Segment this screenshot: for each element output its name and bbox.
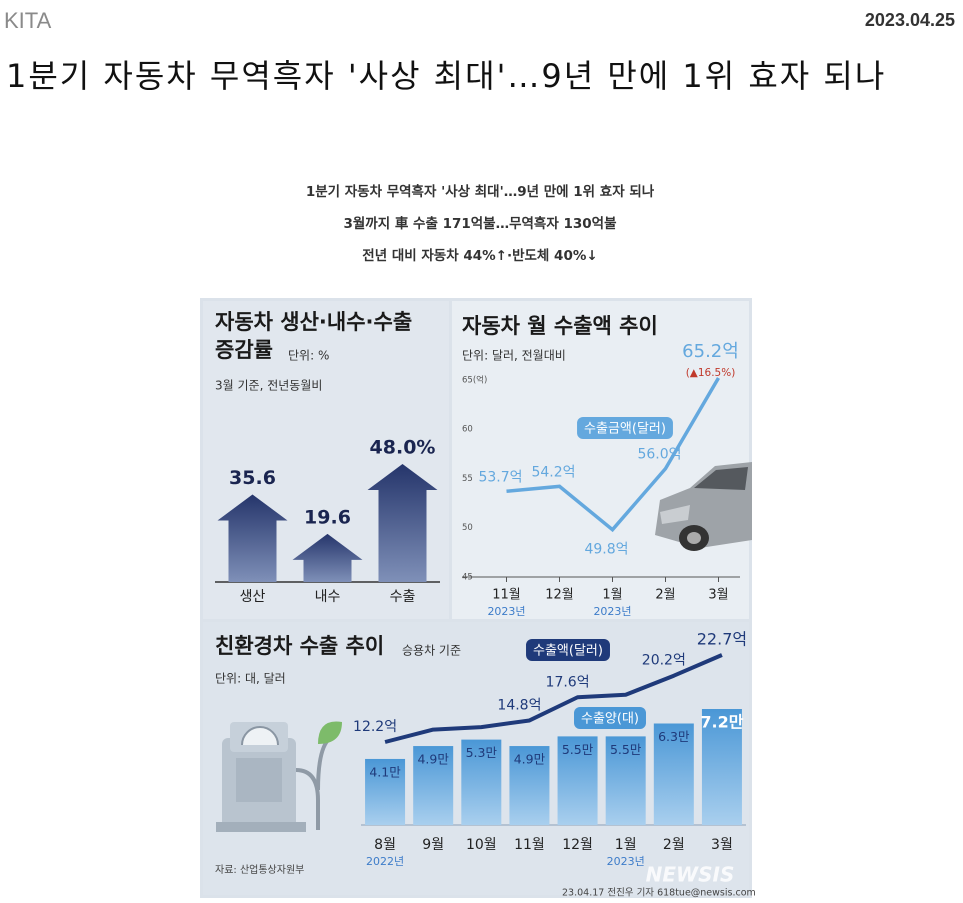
bar xyxy=(557,736,598,825)
value-label: 5.5만 xyxy=(562,742,594,757)
bar xyxy=(701,709,742,825)
chart-title: 친환경차 수출 추이 xyxy=(215,634,385,658)
arrow-bar xyxy=(367,464,438,582)
line-series xyxy=(506,377,721,533)
source-logo: KITA xyxy=(4,8,52,33)
value-label: 7.2만 xyxy=(700,713,743,732)
annotation: (▲16.5%) xyxy=(686,367,736,379)
x-tick-label: 내수 xyxy=(315,589,341,605)
value-label: 6.3만 xyxy=(658,729,690,744)
x-tick-label: 2월 xyxy=(663,837,685,853)
x-tick-label: 3월 xyxy=(708,588,728,603)
arrow-bar xyxy=(217,494,288,582)
legend-box xyxy=(574,707,646,729)
line-series xyxy=(384,653,723,744)
y-tick-label: 60 xyxy=(462,425,473,435)
sub-headline: 1분기 자동차 무역흑자 '사상 최대'…9년 만에 1위 효자 되나 xyxy=(306,183,655,200)
x-tick-label: 8월 xyxy=(374,837,396,853)
chart-title: 자동차 생산·내수·수출 증감률 xyxy=(215,310,413,362)
sub-headline: 3월까지 車 수출 171억불…무역흑자 130억불 xyxy=(343,215,616,232)
value-label: 53.7억 xyxy=(478,469,522,485)
legend-label: 수출양(대) xyxy=(581,712,639,727)
note: 3월 기준, 전년동월비 xyxy=(215,379,322,393)
sub-headline: 전년 대비 자동차 44%↑·반도체 40%↓ xyxy=(362,247,597,264)
y-tick-label: 55 xyxy=(462,474,473,484)
value-label: 48.0% xyxy=(370,437,436,459)
value-label: 4.9만 xyxy=(417,752,449,767)
x-tick-label: 11월 xyxy=(514,837,545,853)
x-sublabel: 2023년 xyxy=(487,605,525,618)
y-tick-label: 50 xyxy=(462,523,473,533)
watermark: NEWSIS xyxy=(646,863,735,887)
legend-label: 수출금액(달러) xyxy=(584,422,666,437)
x-tick-label: 수출 xyxy=(390,589,416,605)
x-sublabel: 2023년 xyxy=(607,855,645,868)
value-label: 4.1만 xyxy=(369,764,401,779)
value-label: 19.6 xyxy=(304,506,351,528)
x-tick-label: 12월 xyxy=(562,837,593,853)
x-tick-label: 1월 xyxy=(615,837,637,853)
value-label: 20.2억 xyxy=(642,653,686,669)
value-label: 56.0억 xyxy=(637,447,681,463)
legend-item: 수출금액(달러) xyxy=(577,417,673,439)
chart-title: 자동차 월 수출액 추이 xyxy=(462,314,658,338)
value-label: 5.5만 xyxy=(610,742,642,757)
bar xyxy=(365,758,406,825)
source-note: 자료: 산업통상자원부 xyxy=(215,863,304,876)
x-tick-label: 10월 xyxy=(466,837,497,853)
x-tick-label: 생산 xyxy=(240,589,266,605)
bar xyxy=(605,736,646,825)
value-label: 5.3만 xyxy=(466,745,498,760)
credit: 23.04.17 전진우 기자 618tue@newsis.com xyxy=(562,888,756,899)
value-label: 49.8억 xyxy=(584,542,628,558)
x-sublabel: 2022년 xyxy=(366,855,404,868)
value-label: 65.2억 xyxy=(682,341,739,362)
legend-item: 수출양(대) xyxy=(574,707,646,729)
legend-box xyxy=(577,417,673,439)
value-label: 17.6억 xyxy=(546,674,590,690)
unit: 단위: 달러, 전월대비 xyxy=(462,349,566,363)
x-tick-label: 9월 xyxy=(422,837,444,853)
legend-box xyxy=(526,639,610,661)
panel-right xyxy=(452,301,749,619)
x-tick-label: 1월 xyxy=(602,588,622,603)
x-tick-label: 3월 xyxy=(711,837,733,853)
legend-item: 수출액(달러) xyxy=(526,639,610,661)
bar xyxy=(461,739,502,825)
headline: 1분기 자동차 무역흑자 '사상 최대'…9년 만에 1위 효자 되나 xyxy=(6,57,887,95)
bar xyxy=(653,723,694,825)
value-label: 14.8억 xyxy=(497,697,541,713)
value-label: 12.2억 xyxy=(353,719,397,735)
value-label: 22.7억 xyxy=(697,630,747,649)
x-tick-label: 12월 xyxy=(545,588,574,603)
y-tick-label: 65(억) xyxy=(462,374,487,385)
unit: 단위: 대, 달러 xyxy=(215,672,286,686)
value-label: 35.6 xyxy=(229,467,276,489)
unit: 단위: % xyxy=(288,349,329,363)
bar xyxy=(509,746,550,825)
car-illustration xyxy=(655,462,752,551)
arrow-bar xyxy=(292,533,363,582)
bar xyxy=(413,746,454,825)
date: 2023.04.25 xyxy=(864,10,955,30)
charger-illustration xyxy=(216,721,342,832)
legend-label: 수출액(달러) xyxy=(533,644,603,659)
value-label: 4.9만 xyxy=(514,752,546,767)
x-tick-label: 11월 xyxy=(492,588,521,603)
x-sublabel: 2023년 xyxy=(593,605,631,618)
x-tick-label: 2월 xyxy=(655,588,675,603)
value-label: 54.2억 xyxy=(531,464,575,480)
subtitle: 승용차 기준 xyxy=(402,644,461,658)
